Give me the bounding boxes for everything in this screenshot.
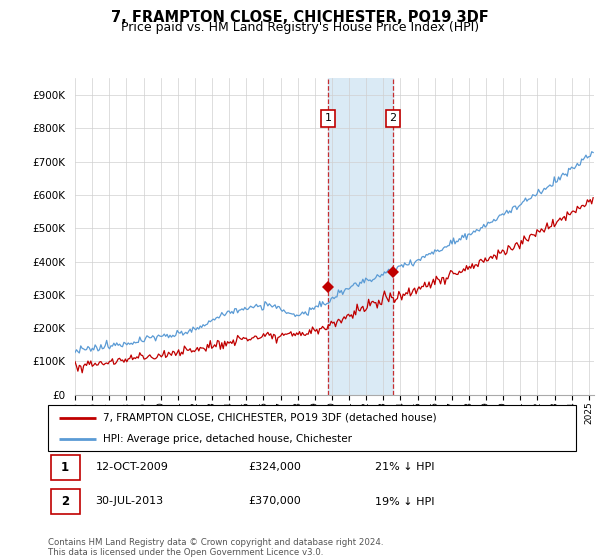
Text: 30-JUL-2013: 30-JUL-2013 — [95, 497, 164, 506]
FancyBboxPatch shape — [50, 489, 80, 514]
Text: 2: 2 — [61, 495, 69, 508]
Text: Contains HM Land Registry data © Crown copyright and database right 2024.
This d: Contains HM Land Registry data © Crown c… — [48, 538, 383, 557]
Text: 19% ↓ HPI: 19% ↓ HPI — [376, 497, 435, 506]
Text: Price paid vs. HM Land Registry's House Price Index (HPI): Price paid vs. HM Land Registry's House … — [121, 21, 479, 34]
FancyBboxPatch shape — [50, 455, 80, 480]
Text: 1: 1 — [325, 113, 332, 123]
Text: 12-OCT-2009: 12-OCT-2009 — [95, 462, 169, 472]
Bar — [328, 78, 393, 395]
Text: £370,000: £370,000 — [248, 497, 301, 506]
Text: 7, FRAMPTON CLOSE, CHICHESTER, PO19 3DF: 7, FRAMPTON CLOSE, CHICHESTER, PO19 3DF — [111, 10, 489, 25]
Text: 1: 1 — [61, 461, 69, 474]
Text: 21% ↓ HPI: 21% ↓ HPI — [376, 462, 435, 472]
Text: 7, FRAMPTON CLOSE, CHICHESTER, PO19 3DF (detached house): 7, FRAMPTON CLOSE, CHICHESTER, PO19 3DF … — [103, 413, 437, 423]
Text: 2: 2 — [389, 113, 397, 123]
Text: HPI: Average price, detached house, Chichester: HPI: Average price, detached house, Chic… — [103, 435, 352, 444]
Text: £324,000: £324,000 — [248, 462, 302, 472]
